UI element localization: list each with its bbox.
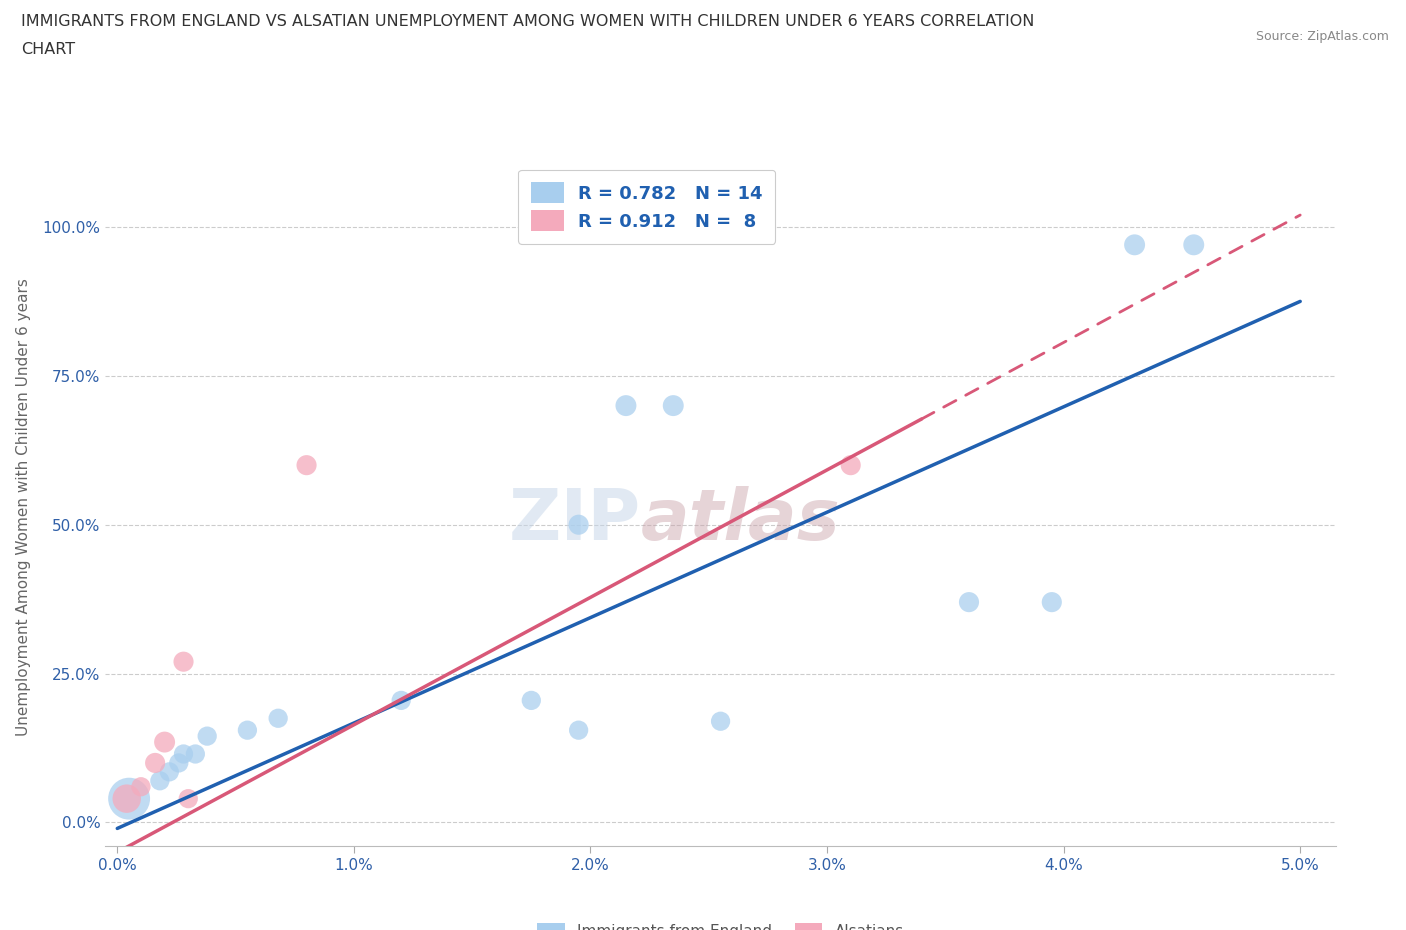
Legend: Immigrants from England, Alsatians: Immigrants from England, Alsatians — [530, 915, 911, 930]
Point — [389, 693, 412, 708]
Point — [568, 517, 591, 532]
Point — [614, 398, 637, 413]
Point — [153, 735, 176, 750]
Point — [709, 714, 731, 729]
Point — [167, 755, 190, 770]
Text: CHART: CHART — [21, 42, 75, 57]
Point — [177, 791, 200, 806]
Point — [957, 594, 980, 609]
Point — [195, 729, 218, 744]
Point — [173, 654, 195, 669]
Point — [129, 779, 152, 794]
Point — [173, 747, 195, 762]
Point — [1182, 237, 1205, 252]
Point — [149, 774, 172, 789]
Point — [520, 693, 543, 708]
Point — [839, 458, 862, 472]
Point — [184, 747, 207, 762]
Point — [115, 791, 138, 806]
Text: Source: ZipAtlas.com: Source: ZipAtlas.com — [1256, 30, 1389, 43]
Y-axis label: Unemployment Among Women with Children Under 6 years: Unemployment Among Women with Children U… — [17, 278, 31, 736]
Point — [143, 755, 166, 770]
Point — [1123, 237, 1146, 252]
Text: IMMIGRANTS FROM ENGLAND VS ALSATIAN UNEMPLOYMENT AMONG WOMEN WITH CHILDREN UNDER: IMMIGRANTS FROM ENGLAND VS ALSATIAN UNEM… — [21, 14, 1035, 29]
Point — [236, 723, 259, 737]
Point — [568, 723, 591, 737]
Point — [662, 398, 685, 413]
Text: atlas: atlas — [641, 486, 841, 555]
Point — [267, 711, 290, 725]
Point — [118, 791, 141, 806]
Text: ZIP: ZIP — [509, 486, 641, 555]
Point — [295, 458, 318, 472]
Point — [1040, 594, 1063, 609]
Point — [157, 764, 180, 779]
